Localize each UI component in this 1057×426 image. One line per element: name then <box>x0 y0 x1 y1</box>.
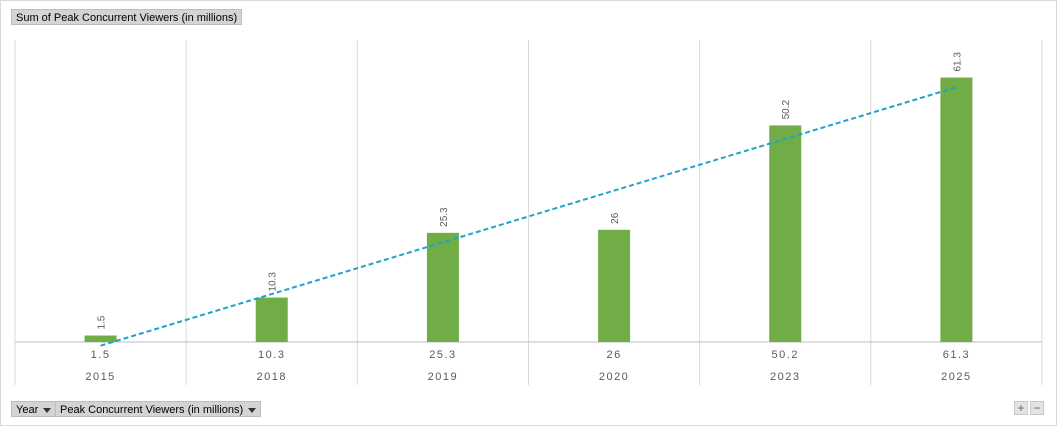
bar <box>426 232 459 342</box>
value-field-button[interactable]: Sum of Peak Concurrent Viewers (in milli… <box>11 9 243 25</box>
x-tick-label: 2019 <box>428 371 458 383</box>
category-value-label: 25.3 <box>429 349 456 361</box>
series-field-label: Peak Concurrent Viewers (in millions) <box>60 404 244 416</box>
data-label: 61.3 <box>952 52 963 72</box>
x-tick-label: 2023 <box>770 371 800 383</box>
x-tick-label: 2025 <box>941 371 971 383</box>
data-label: 25.3 <box>439 207 450 227</box>
data-label: 26 <box>610 212 621 224</box>
category-value-label: 61.3 <box>943 349 970 361</box>
category-value-label: 50.2 <box>772 349 799 361</box>
series-field-button[interactable]: Peak Concurrent Viewers (in millions) <box>55 401 262 417</box>
category-value-label: 10.3 <box>258 349 285 361</box>
value-field-label: Sum of Peak Concurrent Viewers (in milli… <box>16 12 238 24</box>
x-tick-label: 2018 <box>257 371 287 383</box>
data-label: 50.2 <box>781 100 792 120</box>
bar <box>940 77 973 342</box>
category-value-label: 1.5 <box>91 349 111 361</box>
bar <box>255 297 288 342</box>
data-label: 1.5 <box>97 315 108 329</box>
trendline <box>100 86 957 347</box>
plus-icon: + <box>1017 401 1025 415</box>
year-field-button[interactable]: Year <box>11 401 57 417</box>
minus-icon: − <box>1033 401 1041 415</box>
expand-field-button[interactable]: + <box>1014 401 1028 415</box>
data-label: 10.3 <box>268 272 279 292</box>
dropdown-arrow-icon <box>248 407 257 413</box>
x-tick-label: 2020 <box>599 371 629 383</box>
bar <box>598 229 631 342</box>
category-value-label: 26 <box>606 349 621 361</box>
bar <box>84 335 117 342</box>
year-field-label: Year <box>16 404 39 416</box>
dropdown-arrow-icon <box>43 407 52 413</box>
x-tick-label: 2015 <box>85 371 115 383</box>
bar <box>769 125 802 343</box>
collapse-field-button[interactable]: − <box>1030 401 1044 415</box>
